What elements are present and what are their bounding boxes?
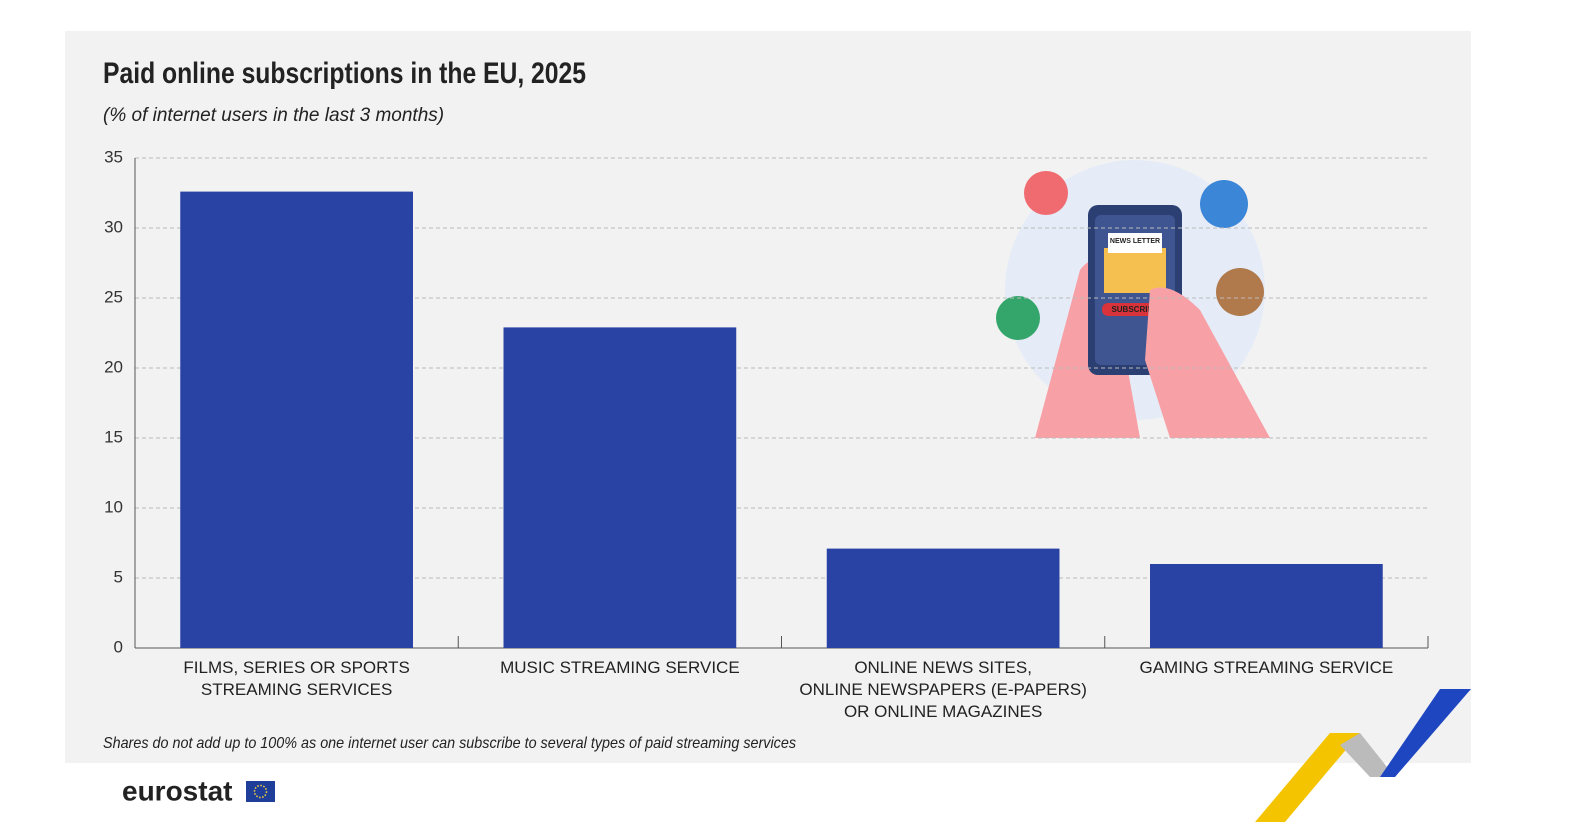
x-tick-label: ONLINE NEWS SITES, ONLINE NEWSPAPERS (E-P… bbox=[799, 658, 1086, 721]
icon bbox=[1200, 180, 1248, 228]
eu-flag bbox=[246, 781, 275, 802]
illustration: NEWS LETTER SUBSCRIBE bbox=[996, 160, 1270, 438]
icon bbox=[996, 296, 1040, 340]
y-tick-label: 0 bbox=[114, 637, 123, 656]
letter bbox=[1108, 233, 1162, 253]
bar bbox=[503, 327, 737, 648]
y-tick-label: 25 bbox=[104, 287, 123, 306]
bar bbox=[1150, 564, 1383, 648]
y-tick-label: 5 bbox=[114, 567, 123, 586]
decor bbox=[1380, 689, 1471, 777]
footnote: Shares do not add up to 100% as one inte… bbox=[103, 735, 796, 752]
icon bbox=[1216, 268, 1264, 316]
subscribe-text: SUBSCRIBE bbox=[1111, 305, 1159, 314]
decor bbox=[1340, 733, 1395, 777]
logo-text: eurostat bbox=[122, 775, 232, 806]
bar bbox=[826, 548, 1060, 648]
x-tick-label: MUSIC STREAMING SERVICE bbox=[500, 658, 740, 677]
icon bbox=[1024, 171, 1068, 215]
bar bbox=[180, 191, 413, 648]
y-tick-label: 15 bbox=[104, 427, 123, 446]
y-tick-label: 35 bbox=[104, 147, 123, 166]
x-tick-label: GAMING STREAMING SERVICE bbox=[1139, 658, 1393, 677]
y-tick-label: 20 bbox=[104, 357, 123, 376]
eu-stars bbox=[253, 784, 268, 799]
newsletter-text: NEWS LETTER bbox=[1110, 238, 1160, 245]
envelope bbox=[1104, 248, 1166, 293]
y-tick-label: 10 bbox=[104, 497, 123, 516]
hand bbox=[1145, 287, 1270, 438]
chart-title: Paid online subscriptions in the EU, 202… bbox=[103, 57, 586, 90]
x-tick-label: FILMS, SERIES OR SPORTS STREAMING SERVICE… bbox=[183, 658, 409, 699]
y-tick-label: 30 bbox=[104, 217, 123, 236]
chart-subtitle: (% of internet users in the last 3 month… bbox=[103, 105, 444, 126]
decor bbox=[1255, 733, 1360, 822]
